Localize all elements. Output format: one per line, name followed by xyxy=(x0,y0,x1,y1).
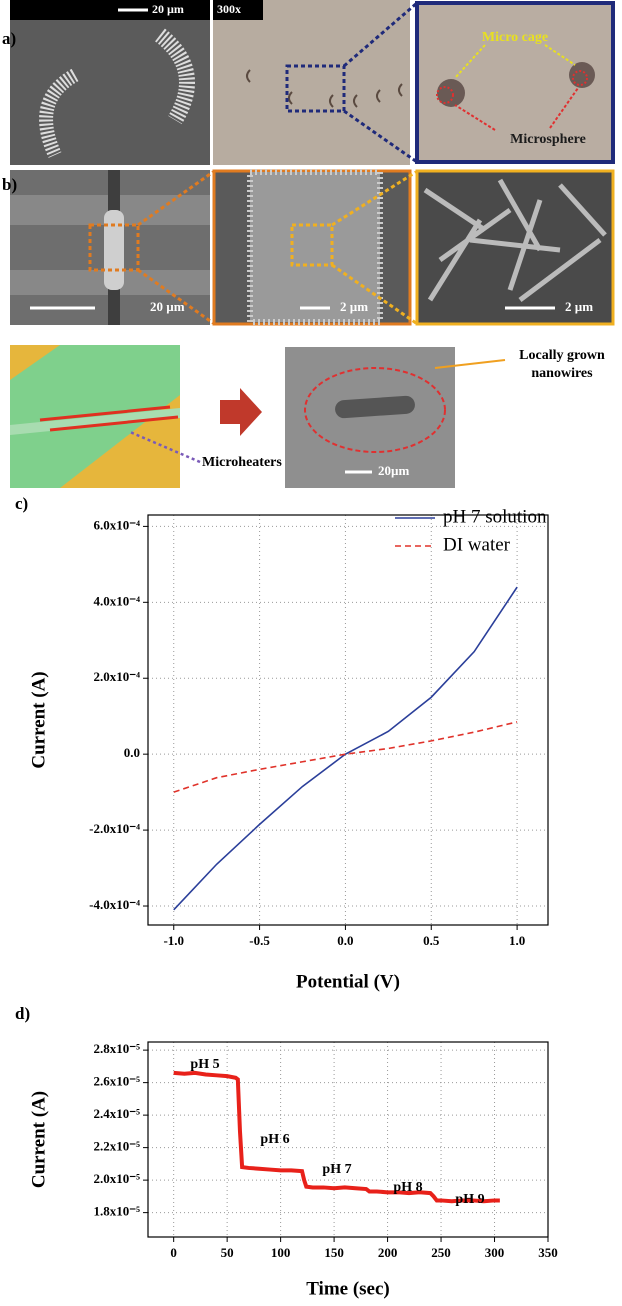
legend-label: DI water xyxy=(443,534,511,555)
panel-label: c) xyxy=(15,494,28,513)
data-line xyxy=(174,1073,500,1201)
plot-frame xyxy=(148,515,548,925)
x-tick-label: 0.5 xyxy=(423,933,440,948)
x-tick-label: 1.0 xyxy=(509,933,525,948)
legend-label: pH 7 solution xyxy=(443,506,547,527)
y-tick-label: 2.0x10⁻⁵ xyxy=(93,1171,140,1186)
panel-label: a) xyxy=(2,29,16,48)
x-tick-label: 150 xyxy=(324,1245,344,1260)
annotation: nanowires xyxy=(531,366,593,381)
annotation: pH 7 xyxy=(322,1162,351,1177)
annotation: pH 8 xyxy=(393,1180,422,1195)
x-tick-label: 100 xyxy=(271,1245,291,1260)
annotation: Microheaters xyxy=(202,455,282,470)
panel-label: d) xyxy=(15,1004,30,1023)
y-tick-label: 4.0x10⁻⁴ xyxy=(93,593,140,608)
data-line xyxy=(174,722,517,792)
x-tick-label: 0 xyxy=(170,1245,177,1260)
panel-b: b) 20 µm 2 µm 2 µm xyxy=(2,170,613,325)
annotation: pH 6 xyxy=(260,1132,289,1147)
process-arrow xyxy=(220,388,262,436)
sem-image xyxy=(285,347,455,488)
y-tick-label: 2.4x10⁻⁵ xyxy=(93,1106,140,1121)
x-tick-label: 50 xyxy=(221,1245,234,1260)
scale-label: 20 µm xyxy=(152,2,184,16)
y-tick-label: -2.0x10⁻⁴ xyxy=(89,821,140,836)
magnification: 300x xyxy=(217,2,241,16)
y-tick-label: 6.0x10⁻⁴ xyxy=(93,517,140,532)
scale-label: 20 µm xyxy=(150,299,185,314)
page: { "panel_a": {"label": "a)", "scale_bar"… xyxy=(0,0,622,1306)
x-tick-label: 250 xyxy=(431,1245,451,1260)
x-tick-label: -1.0 xyxy=(163,933,184,948)
y-tick-label: 2.6x10⁻⁵ xyxy=(93,1074,140,1089)
y-tick-label: 1.8x10⁻⁵ xyxy=(93,1204,140,1219)
x-tick-label: 300 xyxy=(485,1245,505,1260)
annotation: Micro cage xyxy=(482,30,548,45)
y-tick-label: 2.0x10⁻⁴ xyxy=(93,669,140,684)
charts: c) -4.0x10⁻⁴ -2.0x10⁻⁴ 0.0 2.0x10⁻⁴ 4.0x10⁻⁴ 6… xyxy=(15,494,558,1299)
y-axis-label: Current (A) xyxy=(28,1091,49,1188)
y-axis-label: Current (A) xyxy=(28,671,49,768)
x-tick-label: 0.0 xyxy=(337,933,353,948)
y-tick-label: 2.2x10⁻⁵ xyxy=(93,1139,140,1154)
y-tick-label: -4.0x10⁻⁴ xyxy=(89,897,140,912)
optical-image xyxy=(213,0,410,165)
annotation: Microsphere xyxy=(510,132,586,147)
x-axis-label: Potential (V) xyxy=(296,971,400,992)
panel-a: a) 20 µm 300x Micro cage Microsphere xyxy=(2,0,613,165)
x-tick-label: -0.5 xyxy=(249,933,270,948)
annotation: pH 5 xyxy=(190,1057,219,1072)
nanowire-bundle xyxy=(104,210,124,290)
annotation: Locally grown xyxy=(519,348,605,363)
panel-label: b) xyxy=(2,175,17,194)
sem-image xyxy=(10,20,210,165)
x-tick-label: 350 xyxy=(538,1245,558,1260)
figure: a) 20 µm 300x Micro cage Microsphere b) … xyxy=(0,0,622,1306)
y-tick-label: 2.8x10⁻⁵ xyxy=(93,1041,140,1056)
x-tick-label: 200 xyxy=(378,1245,398,1260)
scale-label: 20µm xyxy=(378,463,409,478)
x-axis-label: Time (sec) xyxy=(306,1278,390,1299)
fabrication: Locally grown nanowires Microheaters 20µ… xyxy=(10,345,605,488)
scale-label: 2 µm xyxy=(340,299,368,314)
annotation: pH 9 xyxy=(455,1192,484,1207)
y-tick-label: 0.0 xyxy=(124,745,140,760)
scale-label: 2 µm xyxy=(565,299,593,314)
